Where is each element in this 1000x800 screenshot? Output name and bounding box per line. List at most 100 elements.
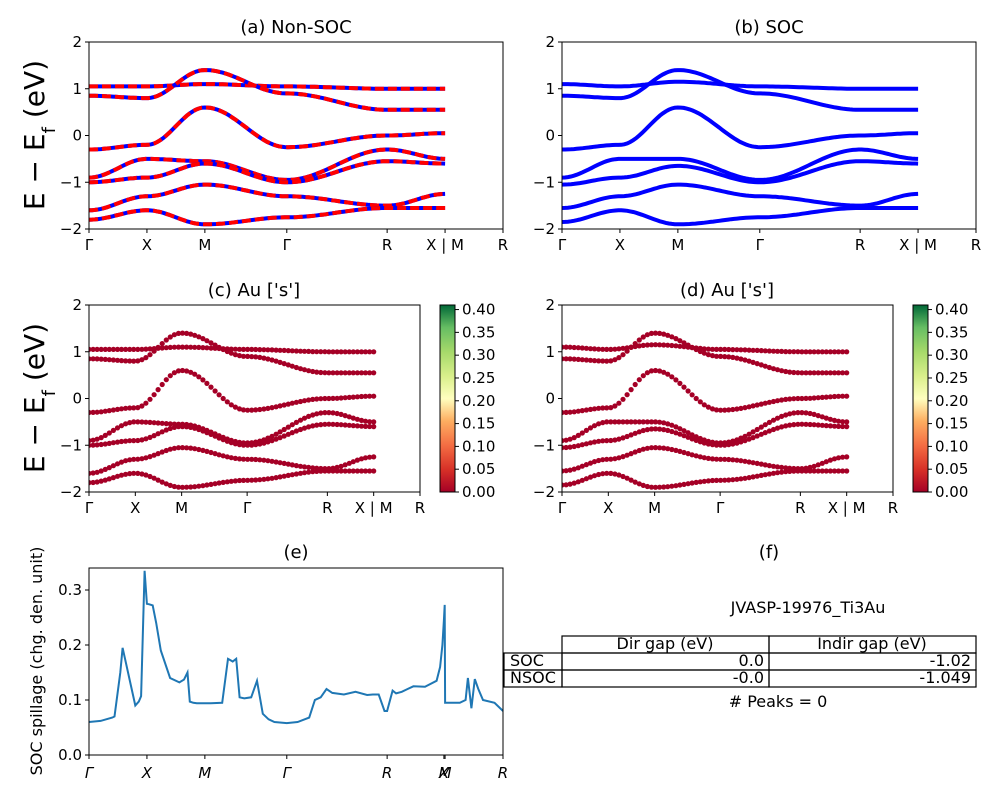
projected-point xyxy=(293,463,299,469)
projected-point xyxy=(240,456,247,462)
projected-point xyxy=(131,419,137,425)
projected-point xyxy=(750,429,756,435)
projected-point xyxy=(583,441,590,447)
projected-point xyxy=(102,356,108,362)
projected-point xyxy=(188,369,194,375)
projected-point xyxy=(738,405,744,411)
projected-point xyxy=(575,408,581,414)
projected-point xyxy=(579,442,585,448)
projected-point xyxy=(188,344,194,350)
projected-point xyxy=(184,424,190,430)
projected-point xyxy=(742,433,748,439)
projected-point xyxy=(661,484,667,490)
band-line xyxy=(89,68,446,112)
projected-point xyxy=(669,342,675,349)
projected-point xyxy=(738,347,744,353)
projected-point xyxy=(628,387,634,393)
projected-point xyxy=(354,423,360,429)
projected-point xyxy=(571,409,577,415)
projected-point xyxy=(224,348,230,355)
projected-point xyxy=(604,358,610,364)
projected-point xyxy=(657,484,663,490)
y-tick-label: 0.1 xyxy=(58,691,82,709)
projected-point xyxy=(261,476,267,482)
projected-point xyxy=(746,436,752,442)
projected-point xyxy=(167,373,173,379)
projected-point xyxy=(746,358,752,364)
projected-point xyxy=(163,427,169,433)
projected-point xyxy=(318,369,324,376)
projected-point xyxy=(184,484,190,490)
projected-point xyxy=(98,346,104,352)
projected-point xyxy=(583,427,590,433)
projected-point xyxy=(742,347,748,353)
projected-point xyxy=(249,477,255,483)
projected-point xyxy=(575,465,581,471)
projected-point xyxy=(701,402,707,408)
projected-point xyxy=(354,349,360,355)
projected-point xyxy=(750,474,756,480)
projected-point xyxy=(657,330,663,336)
projected-point xyxy=(224,438,230,444)
projected-point xyxy=(783,465,789,471)
projected-point xyxy=(718,456,724,462)
y-tick-label: 1 xyxy=(72,343,82,361)
projected-point xyxy=(779,413,785,419)
projected-point xyxy=(608,437,614,444)
projected-point xyxy=(220,346,226,353)
projected-point xyxy=(90,437,96,443)
projected-point xyxy=(90,409,96,415)
projected-point xyxy=(844,393,850,399)
projected-point xyxy=(289,430,295,436)
axes-frame xyxy=(561,41,977,230)
x-tick-label: X xyxy=(615,236,625,254)
projected-point xyxy=(693,346,699,353)
projected-point xyxy=(261,440,267,446)
projected-point xyxy=(188,445,194,451)
projected-point xyxy=(139,419,145,425)
projected-point xyxy=(685,430,691,436)
projected-point xyxy=(277,359,283,365)
colorbar-tick-label: 0.25 xyxy=(462,369,495,387)
projected-point xyxy=(204,448,210,454)
projected-point xyxy=(583,476,590,482)
projected-point xyxy=(770,417,777,423)
projected-point xyxy=(673,483,679,489)
projected-point xyxy=(787,369,793,375)
projected-point xyxy=(371,454,377,460)
projected-point xyxy=(604,456,610,462)
projected-point xyxy=(306,464,312,470)
projected-point xyxy=(636,429,642,435)
projected-point xyxy=(795,421,801,427)
projected-point xyxy=(342,468,348,474)
projected-point xyxy=(155,387,161,393)
projected-point xyxy=(127,358,133,364)
projected-point xyxy=(770,348,777,354)
projected-point xyxy=(232,404,238,410)
projected-point xyxy=(200,447,206,453)
x-tick-label: Γ xyxy=(716,499,725,517)
x-tick-label: M xyxy=(648,499,661,517)
x-tick-label: X xyxy=(130,499,140,517)
projected-point xyxy=(94,442,100,448)
projected-point xyxy=(228,402,234,408)
projected-point xyxy=(807,421,813,428)
projected-point xyxy=(151,433,157,439)
projected-point xyxy=(362,418,369,424)
projected-point xyxy=(596,346,602,352)
projected-point xyxy=(640,342,646,348)
projected-point xyxy=(139,437,145,443)
projected-point xyxy=(334,370,340,376)
table-header-indir: Indir gap (eV) xyxy=(817,634,927,653)
projected-point xyxy=(579,477,585,483)
projected-point xyxy=(289,363,295,369)
projected-point xyxy=(669,483,675,489)
y-tick-label: 0 xyxy=(545,127,555,145)
projected-point xyxy=(754,460,760,466)
projected-point xyxy=(681,481,687,487)
projected-point xyxy=(371,468,377,474)
x-tick-label: X xyxy=(603,499,613,517)
colorbar-c xyxy=(439,304,456,493)
projected-point xyxy=(750,403,756,409)
colorbar-tick-label: 0.00 xyxy=(935,483,968,501)
